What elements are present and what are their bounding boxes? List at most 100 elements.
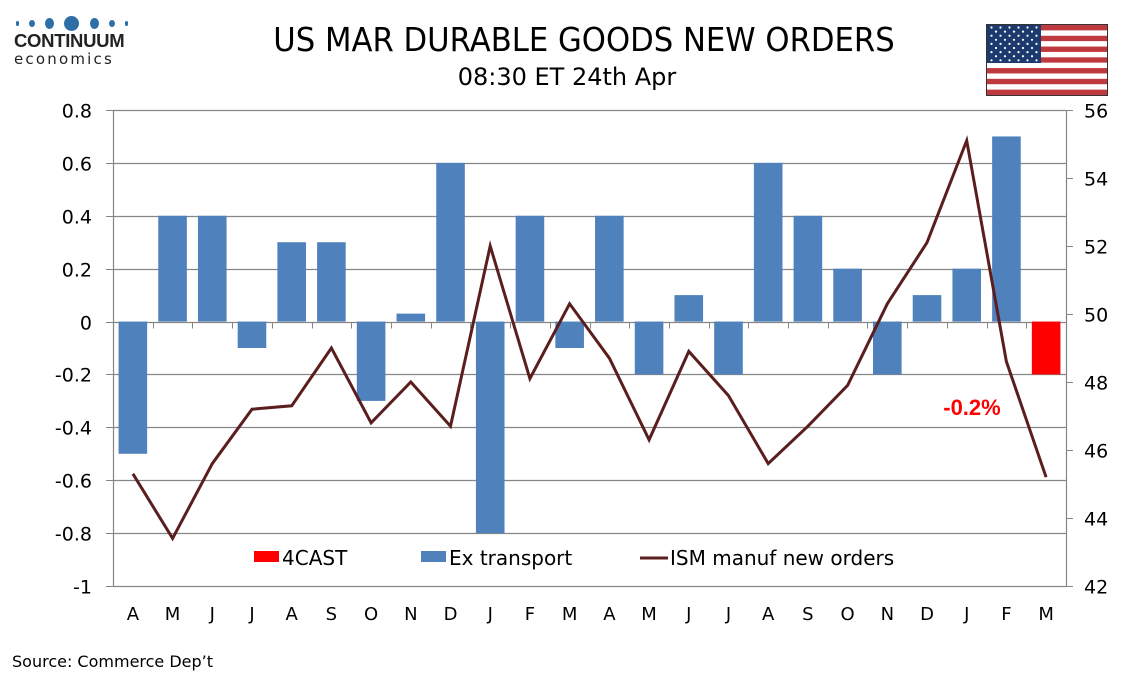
bars: [118, 136, 1061, 534]
legend: 4CAST Ex transport ISM manuf new orders: [254, 546, 894, 570]
ex-transport-bar: [833, 268, 862, 322]
x-axis-tick-label: F: [525, 604, 535, 625]
gridlines: [113, 109, 1066, 588]
flag-stripe: [987, 51, 1107, 58]
flag-star: [1021, 55, 1025, 58]
us-flag-icon: [986, 24, 1108, 96]
ex-transport-bar: [356, 321, 386, 401]
flag-star: [1026, 26, 1029, 29]
logo-sub-text: economics: [14, 50, 114, 68]
flag-stripe: [987, 84, 1107, 90]
right-axis-tick-label: 44: [1084, 509, 1108, 531]
source-note: Source: Commerce Dep’t: [12, 652, 214, 671]
x-axis-tick-label: J: [725, 604, 731, 625]
left-axis-tick-label: 0: [80, 313, 92, 335]
right-axis-tick-label: 50: [1084, 305, 1108, 327]
ism-new-orders-line: [131, 135, 1048, 542]
ex-transport-bar: [277, 242, 306, 322]
left-axis-tick-label: 0.6: [62, 154, 92, 176]
flag-star: [999, 34, 1002, 37]
left-axis-tick-label: -1: [73, 577, 92, 599]
x-axis-tick-label: M: [165, 604, 181, 625]
ex-transport-bar: [753, 162, 783, 322]
x-axis-tick-label: M: [562, 604, 578, 625]
x-axis-tick-label: J: [487, 604, 493, 625]
x-axis-tick-label: J: [963, 604, 969, 625]
ex-transport-bar: [436, 162, 465, 322]
flag-star: [1017, 59, 1020, 62]
flag-star: [1008, 26, 1011, 29]
flag-stripe: [987, 41, 1107, 47]
legend-swatch-4cast: [254, 551, 279, 562]
right-axis-tick-label: 56: [1084, 101, 1108, 123]
flag-star: [1026, 34, 1029, 37]
x-axis-tick-label: M: [641, 604, 657, 625]
flag-star: [994, 55, 998, 58]
legend-label-ism: ISM manuf new orders: [670, 546, 894, 570]
ex-transport-bar: [158, 215, 187, 322]
x-axis-tick-label: J: [248, 604, 254, 625]
flag-star: [999, 26, 1002, 29]
flag-stripe: [987, 30, 1107, 36]
flag-star: [1017, 42, 1020, 45]
flag-stripe: [987, 78, 1107, 85]
ex-transport-bar: [674, 295, 704, 322]
flag-star: [990, 42, 993, 45]
flag-star: [1008, 34, 1011, 37]
flag-star: [1035, 34, 1038, 37]
flag-star: [1035, 42, 1038, 45]
flag-stripe: [987, 46, 1107, 53]
flag-star: [1012, 30, 1016, 33]
flag-star: [1021, 38, 1025, 41]
flag-star: [1008, 51, 1011, 54]
flag-star: [999, 42, 1002, 45]
flag-star: [1008, 59, 1011, 62]
forecast-bar: [1031, 321, 1061, 375]
x-axis-tick-label: F: [1001, 604, 1011, 625]
ex-transport-bar: [992, 136, 1021, 322]
flag-star: [990, 51, 993, 54]
x-axis-tick-label: A: [762, 604, 775, 625]
flag-star: [994, 46, 998, 50]
chart-subtitle: 08:30 ET 24th Apr: [457, 63, 677, 91]
flag-star: [999, 59, 1002, 62]
flag-stripe: [987, 73, 1107, 80]
flag-star: [1030, 46, 1034, 50]
left-axis-tick-label: 0.2: [62, 260, 92, 282]
right-axis-tick-label: 42: [1084, 577, 1108, 599]
ex-transport-bar: [714, 321, 743, 375]
x-axis-tick-label: D: [920, 604, 934, 625]
x-axis-tick-label: A: [127, 604, 140, 625]
flag-star: [1012, 38, 1016, 41]
us-flag-graphic: [987, 25, 1107, 95]
flag-star: [1003, 30, 1007, 33]
flag-star: [1026, 59, 1029, 62]
ex-transport-bar: [475, 321, 505, 534]
flag-stripe: [987, 25, 1107, 31]
flag-stripe: [987, 89, 1107, 95]
flag-star: [1012, 46, 1016, 50]
flag-star: [1035, 26, 1038, 29]
logo-main-text: CONTINUUM: [14, 30, 125, 51]
legend-label-ex-transport: Ex transport: [449, 546, 572, 570]
x-axis-tick-label: O: [364, 604, 378, 625]
line-series: [131, 135, 1048, 542]
flag-star: [1021, 46, 1025, 50]
flag-star: [1030, 30, 1034, 33]
flag-star: [990, 26, 993, 29]
right-axis-tick-label: 52: [1084, 237, 1108, 259]
legend-swatch-ex-transport: [421, 551, 446, 562]
x-axis-tick-label: D: [444, 604, 458, 625]
axes: 0.8 0.6 0.4 0.2 0 -0.2 -0.4 -0.6 -0.8 -1 56 54 52 50 4…: [55, 101, 1108, 626]
left-axis-tick-label: 0.4: [62, 207, 92, 229]
legend-label-4cast: 4CAST: [282, 546, 348, 570]
left-axis-tick-label: -0.2: [55, 365, 92, 387]
forecast-annotation: -0.2%: [943, 395, 1000, 420]
logo: CONTINUUM economics: [14, 15, 134, 68]
flag-stripe: [987, 57, 1107, 63]
ex-transport-bar: [237, 321, 267, 348]
logo-dots-icon: [16, 15, 128, 31]
ex-transport-bar: [793, 215, 823, 322]
x-axis-tick-label: N: [404, 604, 417, 625]
